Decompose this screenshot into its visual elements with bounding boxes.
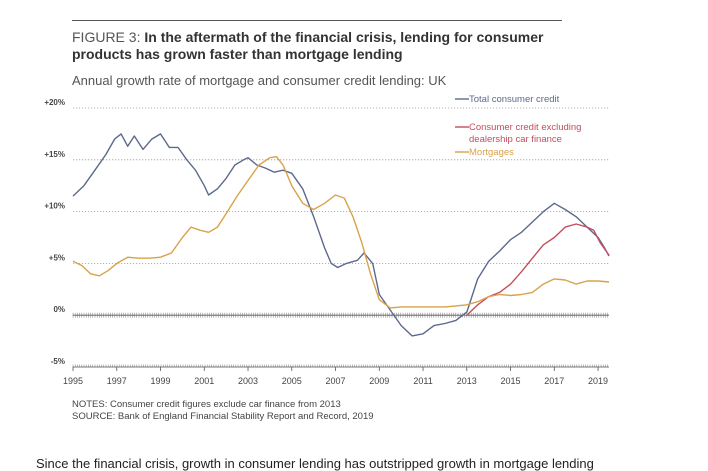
- legend-label-0: Total consumer credit: [469, 94, 560, 105]
- y-tick-label: -5%: [51, 357, 65, 366]
- x-tick-label: 1995: [63, 376, 83, 386]
- zero-baseline-ticks: [72, 312, 608, 318]
- x-tick-label: 2011: [413, 376, 432, 386]
- x-tick-label: 2003: [238, 376, 258, 386]
- x-tick-label: 2013: [457, 376, 477, 386]
- x-tick-label: 2009: [369, 376, 389, 386]
- series-line-2: [72, 156, 610, 309]
- y-tick-label: +15%: [44, 150, 65, 159]
- title-rule: [72, 20, 562, 21]
- x-tick-label: 2005: [282, 376, 302, 386]
- chart-subtitle: Annual growth rate of mortgage and consu…: [72, 73, 447, 88]
- y-tick-label: +20%: [44, 98, 65, 107]
- chart-notes: NOTES: Consumer credit figures exclude c…: [72, 399, 374, 423]
- y-tick-label: +10%: [44, 202, 65, 211]
- x-tick-label: 1997: [107, 376, 127, 386]
- x-tick-label: 2015: [501, 376, 521, 386]
- legend-label-1: dealership car finance: [469, 134, 562, 145]
- y-tick-label: 0%: [53, 305, 65, 314]
- series-line-0: [72, 133, 610, 337]
- x-axis-ticks: [72, 364, 608, 367]
- x-tick-label: 2001: [194, 376, 214, 386]
- x-tick-label: 2019: [588, 376, 608, 386]
- figure-label: FIGURE 3:: [72, 29, 141, 45]
- figure-title: FIGURE 3: In the aftermath of the financ…: [72, 29, 592, 63]
- legend-label-1: Consumer credit excluding: [469, 122, 581, 133]
- figure-title-line2: products has grown faster than mortgage …: [72, 46, 403, 62]
- x-tick-label: 1999: [150, 376, 170, 386]
- figure-title-line1: In the aftermath of the financial crisis…: [144, 29, 544, 45]
- series-line-1: [466, 223, 610, 316]
- x-tick-label: 2007: [326, 376, 346, 386]
- legend-label-2: Mortgages: [469, 147, 514, 158]
- notes-text: NOTES: Consumer credit figures exclude c…: [72, 399, 341, 410]
- source-text: SOURCE: Bank of England Financial Stabil…: [72, 411, 374, 422]
- x-tick-label: 2017: [544, 376, 564, 386]
- y-tick-label: +5%: [49, 253, 65, 262]
